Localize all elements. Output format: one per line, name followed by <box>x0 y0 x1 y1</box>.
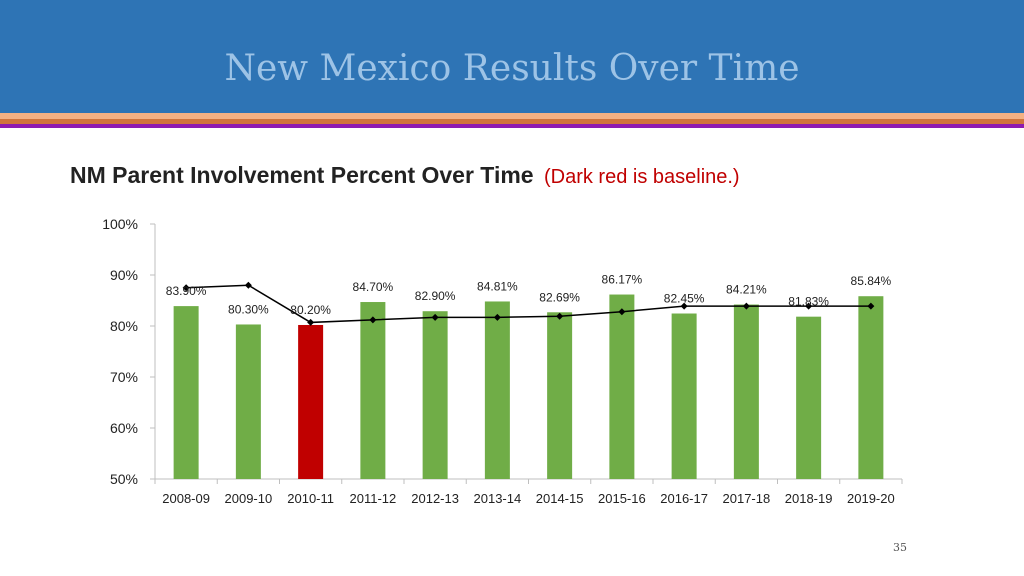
x-tick-label: 2011-12 <box>350 491 397 506</box>
data-label: 84.81% <box>477 279 518 293</box>
line-marker <box>680 302 688 310</box>
accent-stripe-purple <box>0 124 1024 128</box>
bar <box>235 324 261 479</box>
line-marker <box>182 284 190 292</box>
line-marker <box>369 316 377 324</box>
bar <box>547 312 573 479</box>
bar <box>671 313 697 479</box>
bar <box>360 302 386 479</box>
bar <box>858 296 884 479</box>
bar <box>733 304 759 479</box>
y-tick-label: 90% <box>110 267 138 283</box>
accent-stripe-dark-orange <box>0 119 1024 124</box>
y-tick-label: 80% <box>110 318 138 334</box>
line-marker <box>431 313 439 321</box>
bar <box>609 294 635 479</box>
line-marker <box>742 302 750 310</box>
line-marker <box>244 281 252 289</box>
x-tick-label: 2014-15 <box>536 491 584 506</box>
data-label: 86.17% <box>602 273 643 287</box>
data-label: 80.20% <box>290 303 331 317</box>
page-number: 35 <box>893 541 907 554</box>
data-label: 81.83% <box>788 295 829 309</box>
line-marker <box>618 308 626 316</box>
line-marker <box>493 313 501 321</box>
y-tick-label: 100% <box>102 216 138 232</box>
x-tick-label: 2018-19 <box>785 491 833 506</box>
data-label: 84.21% <box>726 283 767 297</box>
data-label: 82.90% <box>415 289 456 303</box>
bar <box>796 316 822 479</box>
y-tick-label: 50% <box>110 471 138 487</box>
chart-title: NM Parent Involvement Percent Over Time … <box>70 162 740 189</box>
x-tick-label: 2017-18 <box>723 491 771 506</box>
x-tick-label: 2009-10 <box>225 491 273 506</box>
x-tick-label: 2012-13 <box>411 491 459 506</box>
y-tick-label: 70% <box>110 369 138 385</box>
accent-stripe-orange <box>0 113 1024 119</box>
x-tick-label: 2016-17 <box>660 491 708 506</box>
data-label: 80.30% <box>228 302 269 316</box>
line-marker <box>556 312 564 320</box>
chart-title-text: NM Parent Involvement Percent Over Time <box>70 162 534 188</box>
x-tick-label: 2010-11 <box>287 491 334 506</box>
header-banner <box>0 0 1024 113</box>
line-marker <box>867 302 875 310</box>
trend-line <box>186 284 871 324</box>
bar-baseline <box>298 324 324 479</box>
y-tick-label: 60% <box>110 420 138 436</box>
data-label: 82.69% <box>539 290 580 304</box>
line-marker <box>805 302 813 310</box>
data-label: 82.45% <box>664 292 705 306</box>
x-tick-label: 2013-14 <box>474 491 522 506</box>
x-tick-label: 2015-16 <box>598 491 646 506</box>
data-label: 83.90% <box>166 284 207 298</box>
bar <box>173 306 199 479</box>
x-tick-label: 2008-09 <box>162 491 210 506</box>
chart-subtitle-note: (Dark red is baseline.) <box>543 166 740 188</box>
x-tick-label: 2019-20 <box>847 491 895 506</box>
data-label: 84.70% <box>353 280 394 294</box>
slide-title: New Mexico Results Over Time <box>224 48 800 89</box>
bar <box>484 301 510 479</box>
bar <box>422 311 448 479</box>
data-label: 85.84% <box>851 274 892 288</box>
line-marker <box>307 318 315 326</box>
